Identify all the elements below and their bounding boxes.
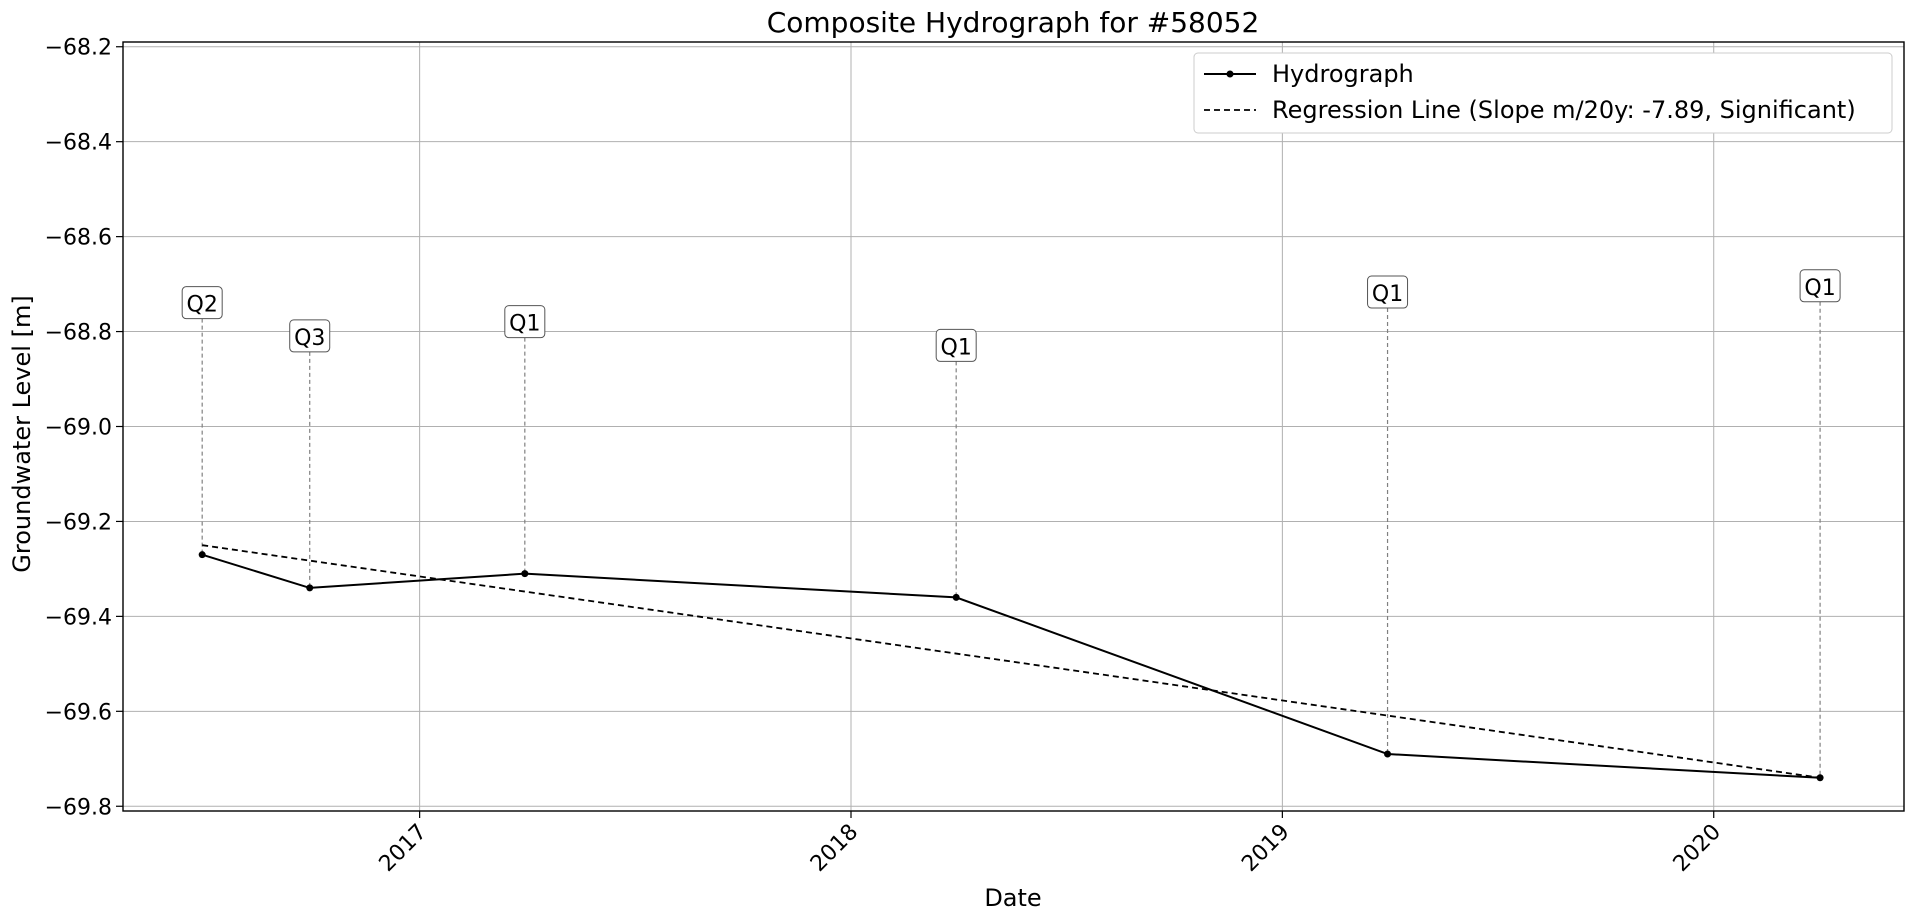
grid-layer: [123, 42, 1904, 811]
y-tick-label: −69.0: [45, 416, 112, 441]
y-tick-label: −68.2: [45, 36, 112, 61]
series-layer: [198, 544, 1824, 782]
y-tick-label: −69.6: [45, 700, 112, 725]
legend: Hydrograph Regression Line (Slope m/20y: …: [1193, 52, 1893, 134]
axes-layer: −68.2 −68.4 −68.6 −68.8 −69.0 −69.2 −69.4 −69.6…: [45, 36, 1905, 877]
y-axis-label: Groundwater Level [m]: [8, 295, 36, 572]
x-axis-label: Date: [984, 884, 1041, 912]
annotation-label: Q3: [294, 326, 325, 351]
annotation-label: Q1: [941, 335, 972, 360]
annotation-box: [289, 319, 331, 353]
legend-hydrograph-label: Hydrograph: [1272, 60, 1414, 88]
plot-frame: [122, 41, 1905, 812]
annotation-box: [1799, 269, 1841, 303]
x-tick-label: 2019: [1237, 820, 1294, 877]
legend-box: [1193, 52, 1893, 134]
legend-regression-label: Regression Line (Slope m/20y: -7.89, Sig…: [1272, 96, 1856, 124]
y-tick-label: −69.2: [45, 510, 112, 535]
x-tick-label: 2018: [806, 820, 863, 877]
y-tick-label: −68.4: [45, 131, 112, 156]
hydrograph-point: [952, 593, 960, 601]
hydrograph-point: [521, 570, 529, 578]
annotation-box: [1367, 275, 1409, 309]
annotation-box: [935, 328, 977, 362]
annotation-label: Q1: [1372, 282, 1403, 307]
legend-hydrograph-marker: [1226, 70, 1234, 78]
annotation-box: [181, 286, 223, 320]
hydrograph-point: [1384, 750, 1392, 758]
x-tick-label: 2020: [1669, 820, 1726, 877]
annotation-label: Q1: [509, 312, 540, 337]
y-tick-label: −68.6: [45, 226, 112, 251]
y-tick-label: −69.8: [45, 795, 112, 820]
y-tick-label: −68.8: [45, 321, 112, 346]
hydrograph-point: [306, 584, 314, 592]
hydrograph-point: [198, 551, 206, 559]
annotation-label: Q1: [1804, 276, 1835, 301]
y-tick-label: −69.4: [45, 605, 112, 630]
chart-title: Composite Hydrograph for #58052: [767, 6, 1260, 39]
annotation-layer: Q2 Q3 Q1 Q1 Q1 Q1: [181, 269, 1841, 778]
annotation-label: Q2: [187, 293, 218, 318]
x-tick-label: 2017: [375, 820, 432, 877]
annotation-box: [504, 305, 546, 339]
hydrograph-point: [1816, 774, 1824, 782]
regression-line: [202, 544, 1821, 779]
hydrograph-line: [201, 553, 1821, 779]
